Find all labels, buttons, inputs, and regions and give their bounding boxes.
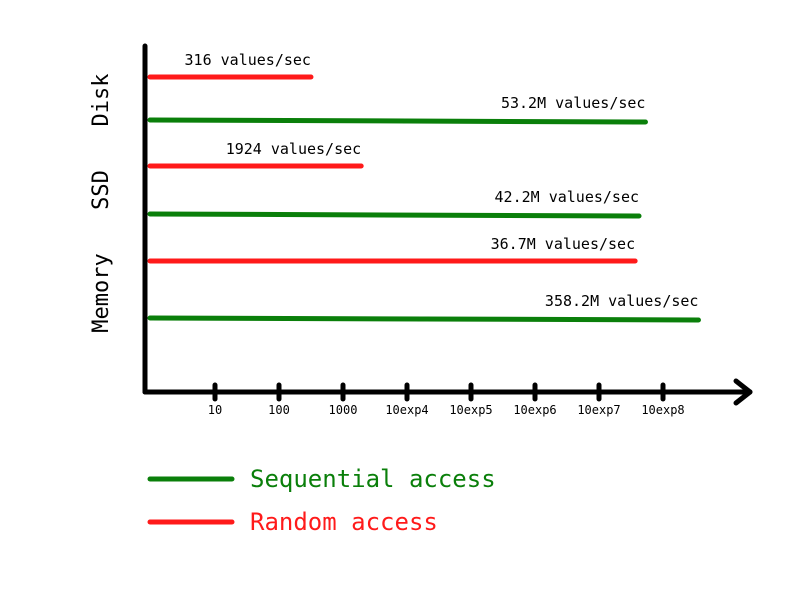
bar-ssd-sequential: [147, 211, 642, 219]
x-axis-arrowhead: [733, 378, 753, 406]
bar-value-label: 358.2M values/sec: [545, 292, 699, 310]
axes: [142, 43, 753, 406]
x-ticks: 10 100 1000 10exp4 10exp5 10exp6 10exp7 10exp8: [208, 382, 685, 417]
x-tick-label: 10exp4: [385, 403, 428, 417]
legend-label: Random access: [250, 508, 438, 536]
bars: 316 values/sec 53.2M values/sec 1924 value…: [147, 51, 701, 323]
x-tick-label: 10exp5: [449, 403, 492, 417]
group-labels: Disk SSD Memory: [89, 74, 114, 333]
group-label-disk: Disk: [89, 74, 114, 127]
bar-value-label: 1924 values/sec: [226, 140, 361, 158]
group-label-ssd: SSD: [89, 170, 114, 210]
group-label-memory: Memory: [89, 253, 114, 332]
legend-label: Sequential access: [250, 465, 496, 493]
legend: Sequential access Random access: [147, 465, 496, 536]
x-tick-label: 10: [208, 403, 222, 417]
x-tick-label: 100: [268, 403, 290, 417]
bar-memory-sequential: [147, 315, 701, 323]
x-tick-label: 1000: [329, 403, 358, 417]
bar-value-label: 42.2M values/sec: [495, 188, 640, 206]
bar-disk-sequential: [147, 117, 648, 125]
bar-value-label: 36.7M values/sec: [491, 235, 636, 253]
bar-value-label: 53.2M values/sec: [501, 94, 646, 112]
x-tick-label: 10exp8: [641, 403, 684, 417]
x-tick-label: 10exp6: [513, 403, 556, 417]
bar-value-label: 316 values/sec: [185, 51, 311, 69]
x-tick-label: 10exp7: [577, 403, 620, 417]
